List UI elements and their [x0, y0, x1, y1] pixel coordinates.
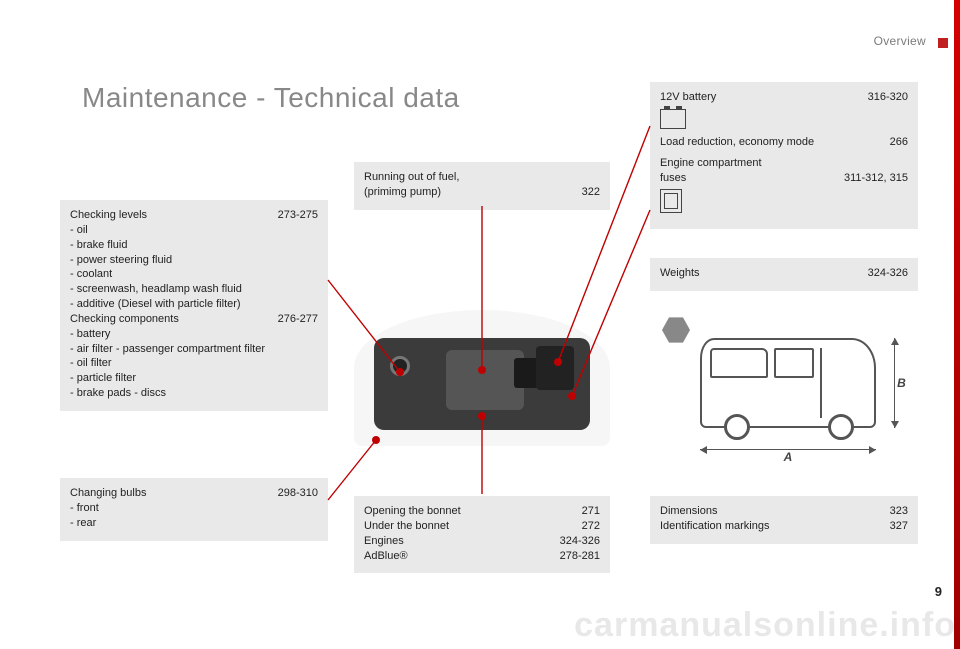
pages: 324-326 [868, 266, 908, 281]
pages: 266 [890, 135, 908, 150]
list-item: particle filter [70, 371, 318, 386]
bulbs-list: front rear [70, 501, 318, 531]
label: Engines [364, 534, 404, 549]
label: Dimensions [660, 504, 717, 519]
list-item: coolant [70, 267, 318, 282]
section-label: Overview [874, 34, 926, 48]
fuse-box-icon [660, 189, 682, 213]
pages: 316-320 [868, 90, 908, 105]
row-load-reduction: Load reduction, economy mode 266 [660, 135, 908, 150]
list-item: air filter - passenger compartment filte… [70, 342, 318, 357]
dimension-b-label: B [894, 338, 908, 428]
label-line2: (primimg pump) [364, 185, 441, 200]
side-window-icon [774, 348, 814, 378]
pages: 273-275 [278, 208, 318, 223]
van-body [700, 338, 876, 428]
pages: 324-326 [560, 534, 600, 549]
row-dimensions: Dimensions 323 [660, 504, 908, 519]
list-item: rear [70, 516, 318, 531]
component-icon [514, 358, 538, 388]
label: Engine compartment [660, 156, 762, 171]
list-item: battery [70, 327, 318, 342]
page-title: Maintenance - Technical data [82, 82, 460, 114]
wheel-icon [724, 414, 750, 440]
pages: 298-310 [278, 486, 318, 501]
label: Weights [660, 266, 700, 281]
pages: 276-277 [278, 312, 318, 327]
checking-levels-list: oil brake fluid power steering fluid coo… [70, 223, 318, 312]
list-item: oil [70, 223, 318, 238]
label: Load reduction, economy mode [660, 135, 814, 150]
windshield-icon [710, 348, 768, 378]
vehicle-side-illustration: A B [676, 316, 908, 464]
pages: 271 [582, 504, 600, 519]
sliding-door-icon [820, 348, 870, 418]
box-running-out-of-fuel: Running out of fuel, (primimg pump) 322 [354, 162, 610, 210]
row-weights: Weights 324-326 [660, 266, 908, 281]
list-item: oil filter [70, 356, 318, 371]
filler-cap-icon [390, 356, 410, 376]
page-number: 9 [935, 584, 942, 599]
box-changing-bulbs: Changing bulbs 298-310 front rear [60, 478, 328, 541]
row-12v-battery: 12V battery 316-320 [660, 90, 908, 105]
row: Under the bonnet 272 [364, 519, 600, 534]
row: Opening the bonnet 271 [364, 504, 600, 519]
engine-bay-illustration [354, 310, 610, 446]
label: Checking levels [70, 208, 147, 223]
row-fuses: fuses 311-312, 315 [660, 171, 908, 186]
page-edge-stripe [954, 0, 960, 649]
label: Opening the bonnet [364, 504, 461, 519]
list-item: power steering fluid [70, 253, 318, 268]
label: Changing bulbs [70, 486, 146, 501]
list-item: screenwash, headlamp wash fluid [70, 282, 318, 297]
battery-icon [660, 109, 686, 129]
label: Identification markings [660, 519, 769, 534]
dimension-a-label: A [700, 449, 876, 464]
label: Under the bonnet [364, 519, 449, 534]
pages: 278-281 [560, 549, 600, 564]
row-checking-components: Checking components 276-277 [70, 312, 318, 327]
row-changing-bulbs: Changing bulbs 298-310 [70, 486, 318, 501]
pages: 311-312, 315 [844, 171, 908, 186]
list-item: brake pads - discs [70, 386, 318, 401]
label: AdBlue® [364, 549, 408, 564]
label: Checking components [70, 312, 179, 327]
box-checking: Checking levels 273-275 oil brake fluid … [60, 200, 328, 411]
engine-cover [446, 350, 524, 410]
list-item: additive (Diesel with particle filter) [70, 297, 318, 312]
wheel-icon [828, 414, 854, 440]
row: AdBlue® 278-281 [364, 549, 600, 564]
checking-components-list: battery air filter - passenger compartme… [70, 327, 318, 401]
pages: 323 [890, 504, 908, 519]
pages: 272 [582, 519, 600, 534]
list-item: brake fluid [70, 238, 318, 253]
box-dimensions: Dimensions 323 Identification markings 3… [650, 496, 918, 544]
label: 12V battery [660, 90, 716, 105]
box-battery: 12V battery 316-320 Load reduction, econ… [650, 82, 918, 229]
box-bonnet: Opening the bonnet 271 Under the bonnet … [354, 496, 610, 573]
watermark: carmanualsonline.info [574, 606, 956, 645]
label-line1: Running out of fuel, [364, 170, 600, 185]
section-marker-icon [938, 38, 948, 48]
fuse-box-illustration [536, 346, 574, 390]
row-engine-compartment: Engine compartment [660, 156, 908, 171]
row-fuel: (primimg pump) 322 [364, 185, 600, 200]
wheel-nut-icon [662, 316, 690, 344]
row-checking-levels: Checking levels 273-275 [70, 208, 318, 223]
box-weights: Weights 324-326 [650, 258, 918, 291]
pages: 322 [582, 185, 600, 200]
list-item: front [70, 501, 318, 516]
row: Engines 324-326 [364, 534, 600, 549]
pages: 327 [890, 519, 908, 534]
row-identification: Identification markings 327 [660, 519, 908, 534]
label: fuses [660, 171, 686, 186]
